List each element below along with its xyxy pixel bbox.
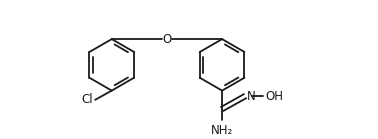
Text: NH₂: NH₂ — [211, 124, 233, 137]
Text: Cl: Cl — [82, 93, 93, 106]
Text: O: O — [162, 33, 172, 46]
Text: N: N — [247, 90, 256, 103]
Text: OH: OH — [265, 90, 284, 103]
